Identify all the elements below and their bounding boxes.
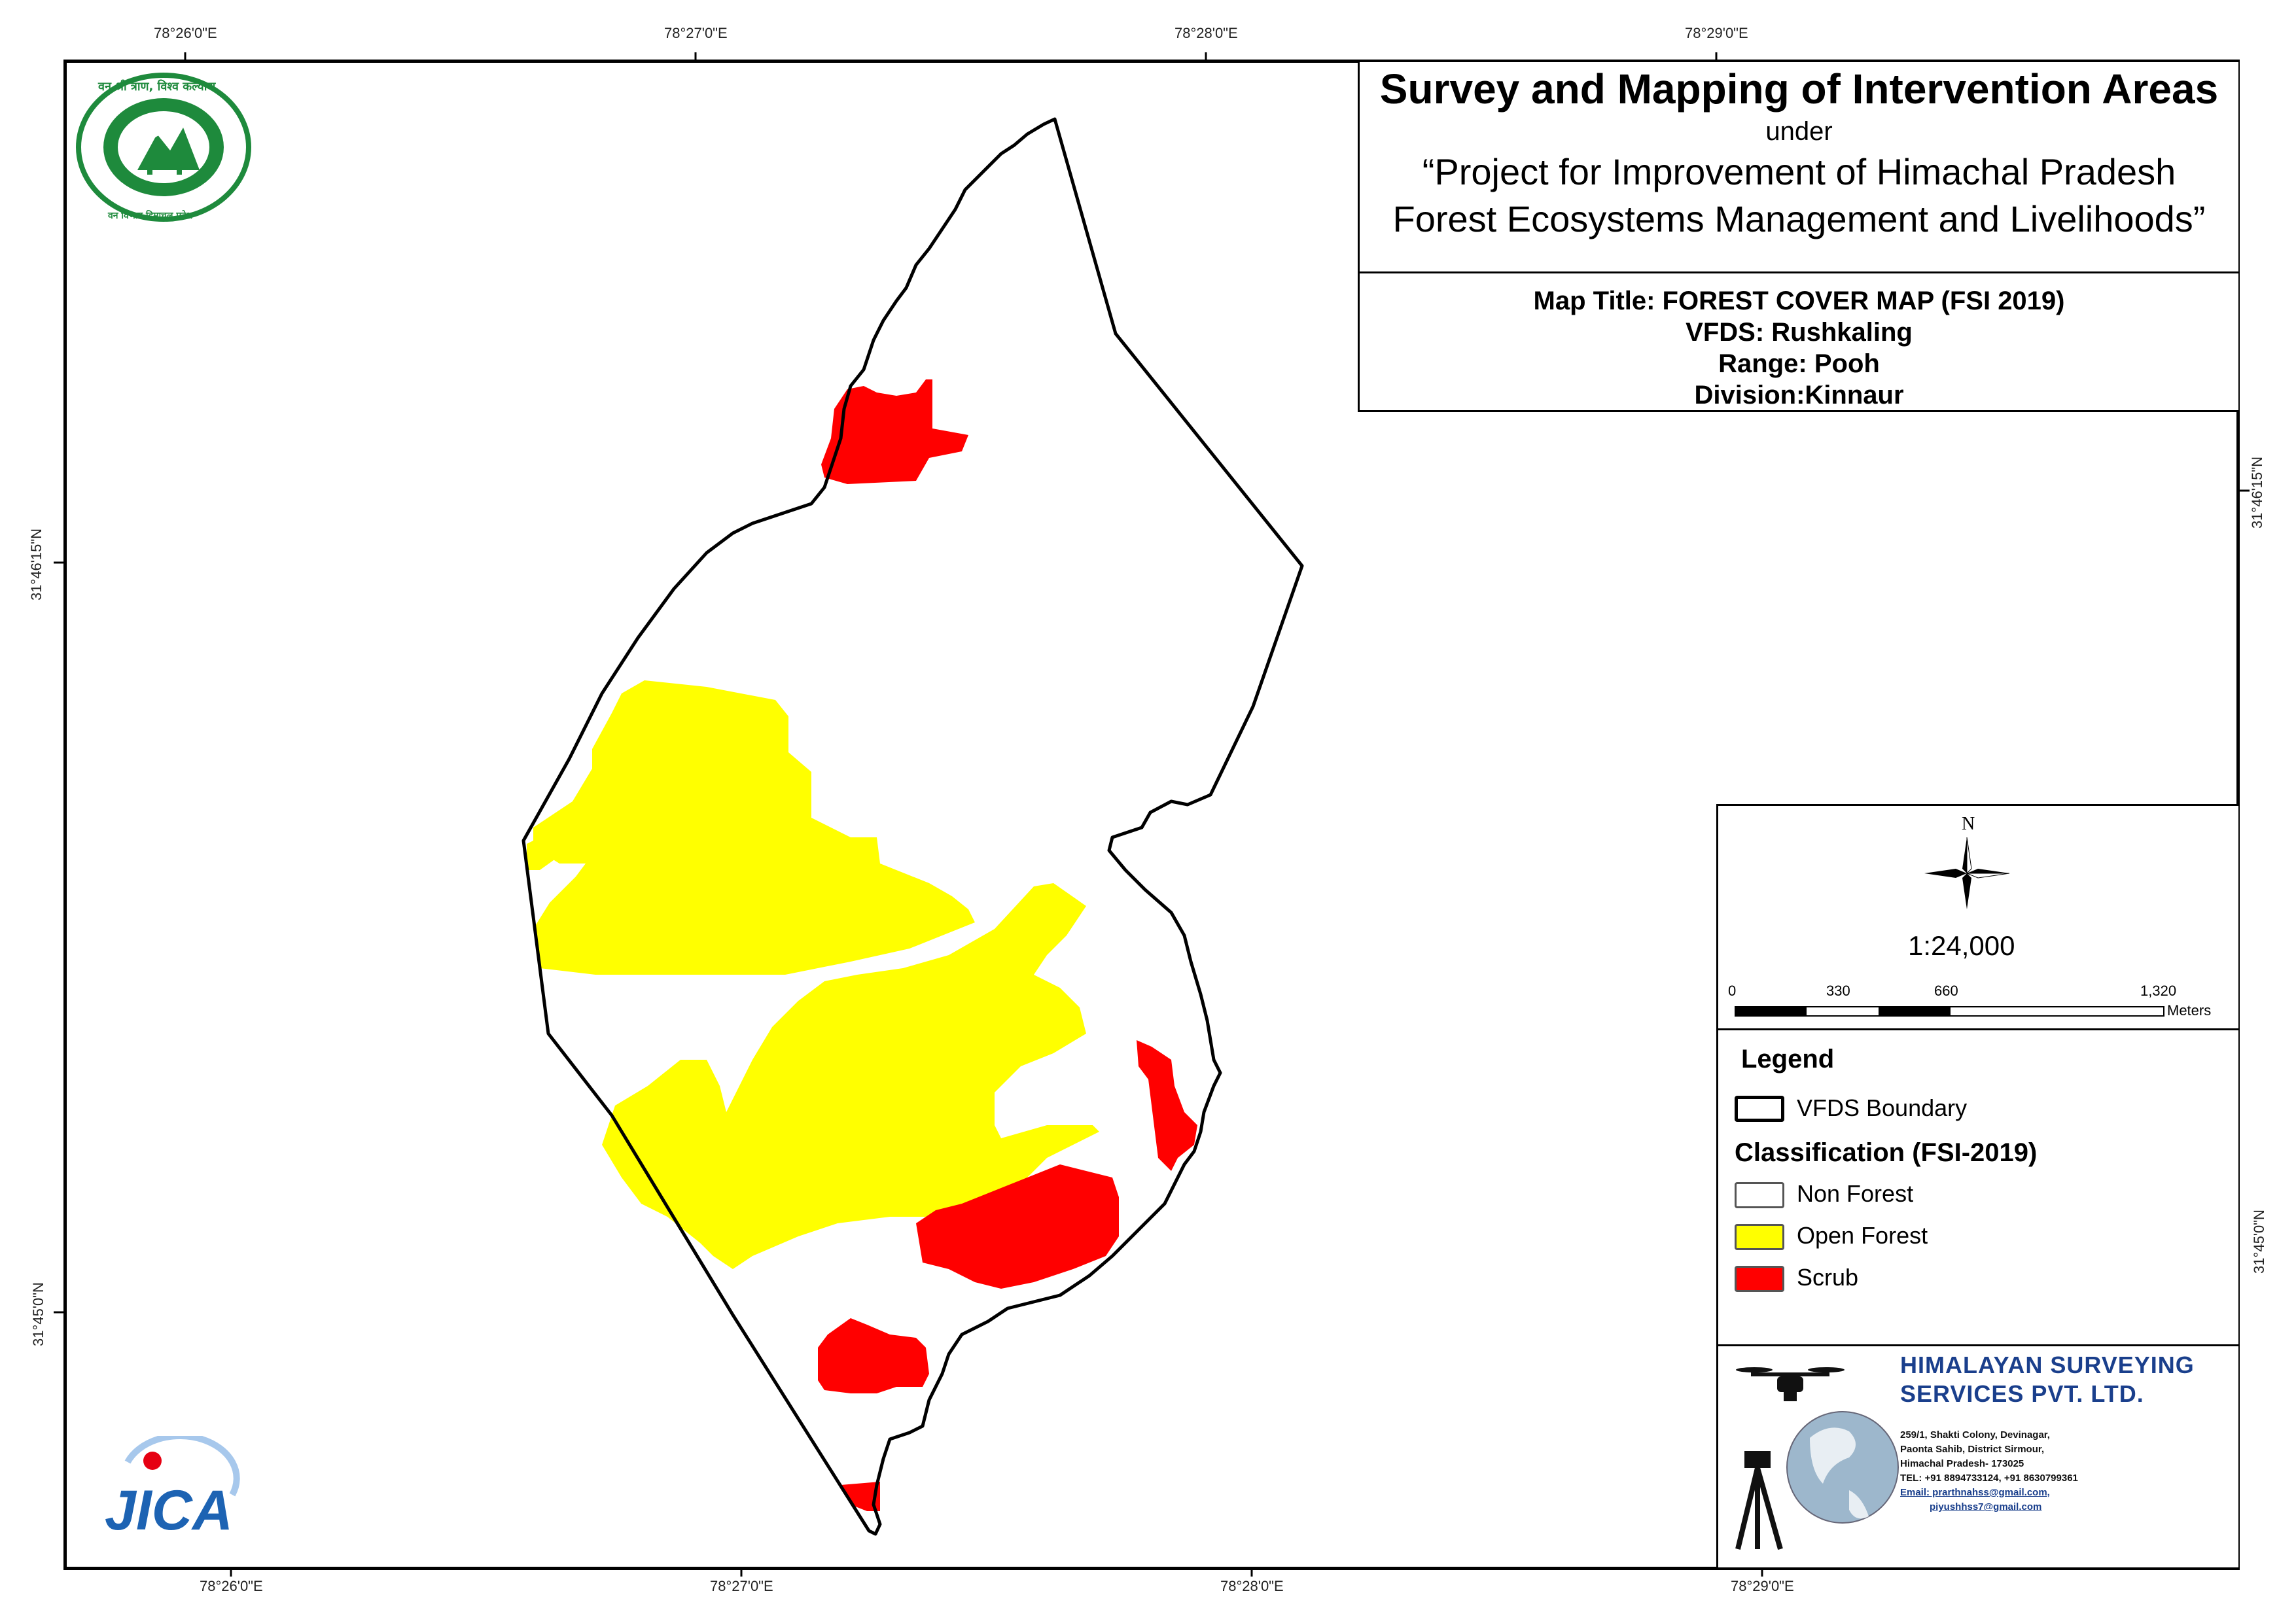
company-address-2: Paonta Sahib, District Sirmour, bbox=[1900, 1444, 2045, 1455]
drone-tripod-globe-icon bbox=[1735, 1367, 1899, 1550]
coord-bottom-1: 78°26'0"E bbox=[200, 1578, 263, 1594]
vfds-name: VFDS: Rushkaling bbox=[1686, 318, 1913, 347]
company-address-1: 259/1, Shakti Colony, Devinagar, bbox=[1900, 1429, 2050, 1440]
coord-top-4: 78°29'0"E bbox=[1685, 25, 1748, 41]
legend-heading: Legend bbox=[1741, 1045, 1835, 1073]
map-title: Map Title: FOREST COVER MAP (FSI 2019) bbox=[1533, 287, 2065, 315]
jica-logo bbox=[124, 1436, 240, 1497]
company-block: HIMALAYAN SURVEYING SERVICES PVT. LTD. 2… bbox=[1718, 1346, 2238, 1569]
open-forest-areas bbox=[527, 680, 1099, 1269]
legend-open-forest-label: Open Forest bbox=[1797, 1222, 1928, 1249]
company-phone: TEL: +91 8894733124, +91 8630799361 bbox=[1900, 1473, 2078, 1484]
forest-department-logo bbox=[76, 73, 251, 222]
scrub-patch-north bbox=[821, 379, 968, 484]
coord-top-2: 78°27'0"E bbox=[664, 25, 728, 41]
scale-unit: Meters bbox=[2167, 1002, 2212, 1019]
title-under: under bbox=[1765, 117, 1833, 146]
main-title: Survey and Mapping of Intervention Areas bbox=[1379, 65, 2219, 113]
company-name-line1: HIMALAYAN SURVEYING bbox=[1900, 1352, 2195, 1378]
map-info: Map Title: FOREST COVER MAP (FSI 2019) V… bbox=[1360, 273, 2238, 411]
division-name: Division:Kinnaur bbox=[1694, 381, 1904, 410]
scrub-patch-east-strip bbox=[1137, 1040, 1197, 1171]
scale-tick-0: 0 bbox=[1728, 983, 1737, 999]
legend-scrub-label: Scrub bbox=[1797, 1264, 1859, 1291]
company-name-line2: SERVICES PVT. LTD. bbox=[1900, 1380, 2144, 1407]
scrub-patch-south-east bbox=[916, 1164, 1119, 1289]
coord-bottom-3: 78°28'0"E bbox=[1220, 1578, 1284, 1594]
open-forest-patch-upper bbox=[533, 680, 975, 975]
legend-scrub-swatch bbox=[1735, 1266, 1784, 1292]
coord-top-3: 78°28'0"E bbox=[1174, 25, 1238, 41]
north-label: N bbox=[1962, 814, 1975, 834]
legend-boundary-label: VFDS Boundary bbox=[1797, 1094, 1968, 1121]
project-title-line2: Forest Ecosystems Management and Livelih… bbox=[1392, 198, 2206, 239]
project-title-line1: “Project for Improvement of Himachal Pra… bbox=[1422, 151, 2176, 192]
legend-boundary-swatch bbox=[1735, 1096, 1784, 1122]
vfds-boundary bbox=[521, 117, 1304, 1536]
legend-section: Legend VFDS Boundary Classification (FSI… bbox=[1718, 1030, 2238, 1346]
legend-panel: N 1:24,000 0 330 660 1,320 Meters Legend… bbox=[1716, 804, 2238, 1567]
coord-bottom-2: 78°27'0"E bbox=[710, 1578, 773, 1594]
open-forest-patch-lower bbox=[602, 883, 1099, 1269]
scale-tick-1320: 1,320 bbox=[2140, 983, 2177, 999]
scale-tick-660: 660 bbox=[1934, 983, 1958, 999]
scale-tick-330: 330 bbox=[1826, 983, 1850, 999]
company-email-1[interactable]: Email: prarthnahss@gmail.com, bbox=[1900, 1487, 2050, 1498]
company-email-2[interactable]: piyushhss7@gmail.com bbox=[1930, 1501, 2042, 1512]
scale-section: N 1:24,000 0 330 660 1,320 Meters bbox=[1718, 806, 2238, 1030]
forest-logo-top-text: वन श्री त्राण, विश्व कल्याण bbox=[98, 80, 216, 94]
scale-bar bbox=[1735, 1006, 2164, 1017]
company-address-3: Himachal Pradesh- 173025 bbox=[1900, 1458, 2024, 1469]
coord-bottom-4: 78°29'0"E bbox=[1731, 1578, 1794, 1594]
classification-heading: Classification (FSI-2019) bbox=[1735, 1138, 2038, 1167]
open-forest-patch-left bbox=[527, 831, 563, 870]
range-name: Range: Pooh bbox=[1718, 349, 1880, 378]
scale-ratio: 1:24,000 bbox=[1908, 930, 2015, 961]
title-header: Survey and Mapping of Intervention Areas… bbox=[1360, 62, 2238, 273]
north-arrow-icon bbox=[1924, 837, 2009, 909]
legend-non-forest-label: Non Forest bbox=[1797, 1180, 1914, 1207]
forest-logo-bottom-text: वन विभाग हिमाचल प्रदेश bbox=[108, 211, 193, 221]
legend-non-forest-swatch bbox=[1735, 1182, 1784, 1208]
legend-open-forest-swatch bbox=[1735, 1224, 1784, 1250]
jica-logo-text: JICA bbox=[105, 1479, 233, 1542]
title-box: Survey and Mapping of Intervention Areas… bbox=[1358, 62, 2238, 412]
coord-top-1: 78°26'0"E bbox=[154, 25, 217, 41]
scrub-patch-south bbox=[818, 1318, 929, 1393]
